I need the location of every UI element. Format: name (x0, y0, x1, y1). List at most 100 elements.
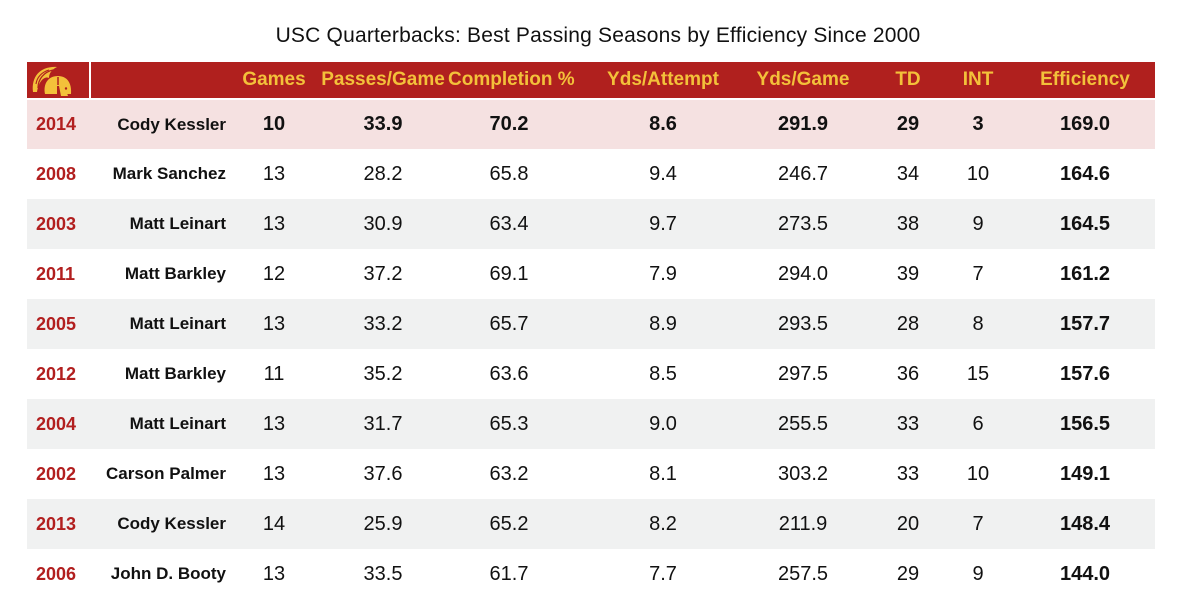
stats-table: Games Passes/Game Completion % Yds/Attempt Y… (27, 62, 1155, 599)
int-cell: 9 (972, 212, 984, 235)
player-cell: Matt Barkley (124, 364, 226, 383)
efficiency-cell: 149.1 (1059, 462, 1111, 485)
td-cell: 38 (896, 212, 920, 235)
int-cell: 6 (972, 412, 984, 435)
yds-per-attempt-cell: 7.7 (649, 562, 677, 585)
year-cell: 2002 (36, 463, 77, 484)
games-cell: 13 (262, 162, 286, 185)
completion-pct-cell: 65.3 (489, 412, 529, 435)
yds-per-game-cell: 211.9 (778, 512, 828, 535)
yds-per-game-cell: 297.5 (777, 362, 829, 385)
td-cell: 36 (896, 362, 920, 385)
efficiency-cell: 157.7 (1059, 312, 1111, 335)
table-row: 2005 Matt Leinart 13 33.2 65.7 8.9 293.5 28 8 157… (27, 299, 1155, 349)
passes-per-game-cell: 25.9 (363, 512, 403, 535)
games-cell: 13 (262, 562, 286, 585)
efficiency-cell: 169.0 (1059, 113, 1111, 135)
table-row: 2014 Cody Kessler 10 33.9 70.2 8.6 291.9 29 3 169… (27, 100, 1155, 149)
player-cell: Matt Leinart (129, 214, 226, 233)
yds-per-game-cell: 294.0 (777, 262, 829, 285)
int-cell: 3 (972, 113, 984, 135)
passes-per-game-cell: 33.5 (363, 562, 403, 585)
player-cell: Cody Kessler (117, 114, 226, 134)
completion-pct-cell: 65.8 (489, 162, 529, 185)
yds-per-game-cell: 273.5 (777, 212, 829, 235)
completion-pct-cell: 65.7 (489, 312, 529, 335)
games-header: Games (242, 69, 306, 90)
efficiency-cell: 156.5 (1059, 412, 1111, 435)
yds-per-attempt-cell: 8.2 (649, 512, 677, 535)
table-row: 2004 Matt Leinart 13 31.7 65.3 9.0 255.5 33 6 156… (27, 399, 1155, 449)
chart-title: USC Quarterbacks: Best Passing Seasons b… (275, 24, 921, 47)
efficiency-cell: 148.4 (1059, 512, 1111, 535)
td-cell: 34 (896, 162, 920, 185)
passes-per-game-cell: 33.9 (363, 113, 403, 135)
player-cell: Mark Sanchez (112, 164, 226, 183)
player-cell: Carson Palmer (106, 464, 226, 483)
int-cell: 7 (972, 512, 984, 535)
yds-per-attempt-cell: 9.4 (649, 162, 677, 185)
td-cell: 33 (896, 412, 920, 435)
passes-per-game-header: Passes/Game (321, 69, 445, 90)
int-cell: 7 (972, 262, 984, 285)
completion-pct-cell: 70.2 (489, 113, 529, 135)
player-cell: John D. Booty (110, 564, 226, 583)
yds-per-attempt-cell: 9.0 (649, 412, 677, 435)
usc-trojan-head-icon (27, 62, 91, 98)
yds-per-game-cell: 291.9 (777, 113, 829, 135)
year-cell: 2005 (36, 313, 77, 334)
games-cell: 13 (262, 212, 286, 235)
table-row: 2012 Matt Barkley 11 35.2 63.6 8.5 297.5 36 15 15… (27, 349, 1155, 399)
yds-per-attempt-cell: 8.6 (649, 113, 677, 135)
table-row: 2003 Matt Leinart 13 30.9 63.4 9.7 273.5 38 9 164… (27, 199, 1155, 249)
td-cell: 29 (896, 562, 920, 585)
passes-per-game-cell: 31.7 (363, 412, 403, 435)
yds-per-attempt-cell: 8.5 (649, 362, 677, 385)
player-cell: Matt Barkley (124, 264, 226, 283)
table-row: 2006 John D. Booty 13 33.5 61.7 7.7 257.5 29 9 14… (27, 549, 1155, 599)
completion-pct-cell: 63.4 (489, 212, 529, 235)
yds-per-game-cell: 246.7 (777, 162, 829, 185)
year-cell: 2012 (36, 363, 77, 384)
year-cell: 2011 (36, 263, 76, 284)
completion-pct-cell: 69.1 (489, 262, 529, 285)
int-cell: 15 (966, 362, 990, 385)
td-cell: 28 (896, 312, 920, 335)
completion-pct-cell: 63.2 (489, 462, 529, 485)
yds-per-attempt-cell: 7.9 (649, 262, 677, 285)
efficiency-cell: 161.2 (1059, 262, 1111, 285)
completion-pct-cell: 61.7 (489, 562, 529, 585)
yds-per-attempt-cell: 8.9 (649, 312, 677, 335)
games-cell: 11 (263, 362, 285, 385)
player-cell: Matt Leinart (129, 414, 226, 433)
table-row: 2008 Mark Sanchez 13 28.2 65.8 9.4 246.7 34 10 16… (27, 149, 1155, 199)
yds-per-attempt-header: Yds/Attempt (607, 69, 719, 90)
efficiency-cell: 164.5 (1059, 212, 1111, 235)
year-cell: 2003 (36, 213, 77, 234)
games-cell: 14 (262, 512, 286, 535)
td-cell: 39 (896, 262, 920, 285)
games-cell: 12 (262, 262, 286, 285)
td-cell: 33 (896, 462, 920, 485)
td-cell: 20 (896, 512, 920, 535)
table-row: 2013 Cody Kessler 14 25.9 65.2 8.2 211.9 20 7 148… (27, 499, 1155, 549)
efficiency-cell: 164.6 (1059, 162, 1111, 185)
games-cell: 13 (262, 462, 286, 485)
player-cell: Cody Kessler (117, 514, 226, 533)
yds-per-game-header: Yds/Game (756, 69, 850, 90)
yds-per-game-cell: 303.2 (777, 462, 829, 485)
completion-pct-cell: 65.2 (489, 512, 529, 535)
year-cell: 2004 (36, 413, 77, 434)
passes-per-game-cell: 35.2 (363, 362, 403, 385)
passes-per-game-cell: 37.6 (363, 462, 403, 485)
year-cell: 2013 (36, 513, 77, 534)
table-header: Games Passes/Game Completion % Yds/Attempt Y… (27, 62, 1155, 98)
completion-pct-cell: 63.6 (489, 362, 529, 385)
int-cell: 9 (972, 562, 984, 585)
efficiency-cell: 157.6 (1059, 362, 1111, 385)
table-row: 2002 Carson Palmer 13 37.6 63.2 8.1 303.2 33 10 1… (27, 449, 1155, 499)
games-cell: 13 (262, 312, 286, 335)
year-cell: 2008 (36, 163, 77, 184)
int-cell: 8 (972, 312, 984, 335)
completion-pct-header: Completion % (448, 69, 575, 90)
